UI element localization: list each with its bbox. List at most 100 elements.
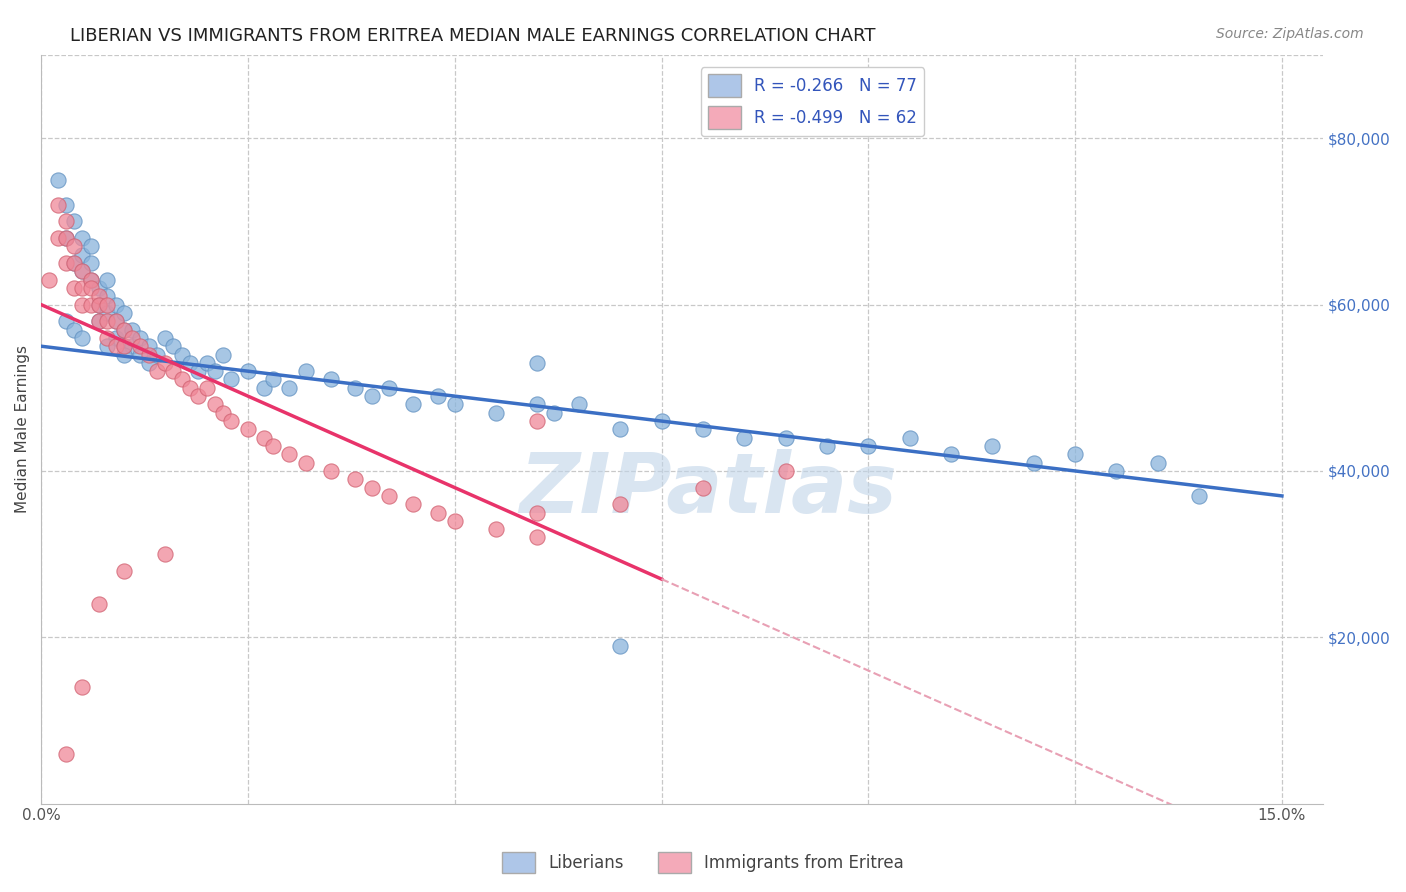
Point xyxy=(87,298,110,312)
Point xyxy=(138,347,160,361)
Point xyxy=(775,464,797,478)
Point xyxy=(170,347,193,361)
Point xyxy=(361,389,384,403)
Point xyxy=(427,506,450,520)
Point xyxy=(526,531,548,545)
Point xyxy=(1064,447,1087,461)
Point xyxy=(129,339,152,353)
Point xyxy=(344,381,367,395)
Point xyxy=(733,431,755,445)
Point xyxy=(195,381,218,395)
Point xyxy=(485,406,508,420)
Point xyxy=(526,506,548,520)
Point xyxy=(692,422,714,436)
Point xyxy=(253,381,276,395)
Point xyxy=(80,298,103,312)
Point xyxy=(87,298,110,312)
Point xyxy=(63,281,86,295)
Point xyxy=(112,339,135,353)
Point xyxy=(775,431,797,445)
Point xyxy=(1146,456,1168,470)
Point xyxy=(112,322,135,336)
Point xyxy=(63,256,86,270)
Point xyxy=(55,231,77,245)
Point xyxy=(80,281,103,295)
Point xyxy=(72,231,94,245)
Point xyxy=(179,356,201,370)
Point xyxy=(609,497,631,511)
Point xyxy=(72,298,94,312)
Point xyxy=(295,456,318,470)
Point xyxy=(153,331,176,345)
Text: ZIPatlas: ZIPatlas xyxy=(519,449,897,530)
Point xyxy=(96,306,118,320)
Point xyxy=(1105,464,1128,478)
Point xyxy=(63,239,86,253)
Point xyxy=(898,431,921,445)
Point xyxy=(212,347,235,361)
Point xyxy=(129,347,152,361)
Point xyxy=(253,431,276,445)
Point xyxy=(162,339,184,353)
Point xyxy=(55,314,77,328)
Point xyxy=(80,256,103,270)
Point xyxy=(55,198,77,212)
Point xyxy=(212,406,235,420)
Y-axis label: Median Male Earnings: Median Male Earnings xyxy=(15,345,30,514)
Point xyxy=(377,381,399,395)
Point xyxy=(858,439,880,453)
Point xyxy=(87,314,110,328)
Point xyxy=(80,273,103,287)
Point xyxy=(72,281,94,295)
Point xyxy=(221,414,243,428)
Point xyxy=(526,356,548,370)
Point xyxy=(104,314,127,328)
Point xyxy=(402,497,425,511)
Point xyxy=(485,522,508,536)
Point xyxy=(87,289,110,303)
Point xyxy=(112,347,135,361)
Point xyxy=(543,406,565,420)
Point xyxy=(38,273,60,287)
Point xyxy=(236,422,259,436)
Point xyxy=(650,414,672,428)
Point xyxy=(443,514,465,528)
Point xyxy=(187,364,209,378)
Point xyxy=(236,364,259,378)
Point xyxy=(262,439,284,453)
Point xyxy=(104,331,127,345)
Text: LIBERIAN VS IMMIGRANTS FROM ERITREA MEDIAN MALE EARNINGS CORRELATION CHART: LIBERIAN VS IMMIGRANTS FROM ERITREA MEDI… xyxy=(70,27,876,45)
Point xyxy=(72,248,94,262)
Point xyxy=(138,339,160,353)
Point xyxy=(195,356,218,370)
Point xyxy=(112,564,135,578)
Point xyxy=(939,447,962,461)
Point xyxy=(55,231,77,245)
Point xyxy=(361,481,384,495)
Legend: R = -0.266   N = 77, R = -0.499   N = 62: R = -0.266 N = 77, R = -0.499 N = 62 xyxy=(702,67,924,136)
Point xyxy=(221,372,243,386)
Point xyxy=(609,422,631,436)
Point xyxy=(162,364,184,378)
Point xyxy=(46,198,69,212)
Point xyxy=(204,364,226,378)
Point xyxy=(96,273,118,287)
Point xyxy=(72,331,94,345)
Point xyxy=(80,239,103,253)
Point xyxy=(96,314,118,328)
Point xyxy=(46,173,69,187)
Point xyxy=(87,314,110,328)
Point xyxy=(63,322,86,336)
Point xyxy=(319,464,342,478)
Point xyxy=(55,747,77,761)
Point xyxy=(112,339,135,353)
Point xyxy=(121,339,143,353)
Point xyxy=(55,256,77,270)
Point xyxy=(104,298,127,312)
Point xyxy=(112,306,135,320)
Point xyxy=(1188,489,1211,503)
Point xyxy=(121,322,143,336)
Point xyxy=(80,273,103,287)
Text: Source: ZipAtlas.com: Source: ZipAtlas.com xyxy=(1216,27,1364,41)
Point xyxy=(96,289,118,303)
